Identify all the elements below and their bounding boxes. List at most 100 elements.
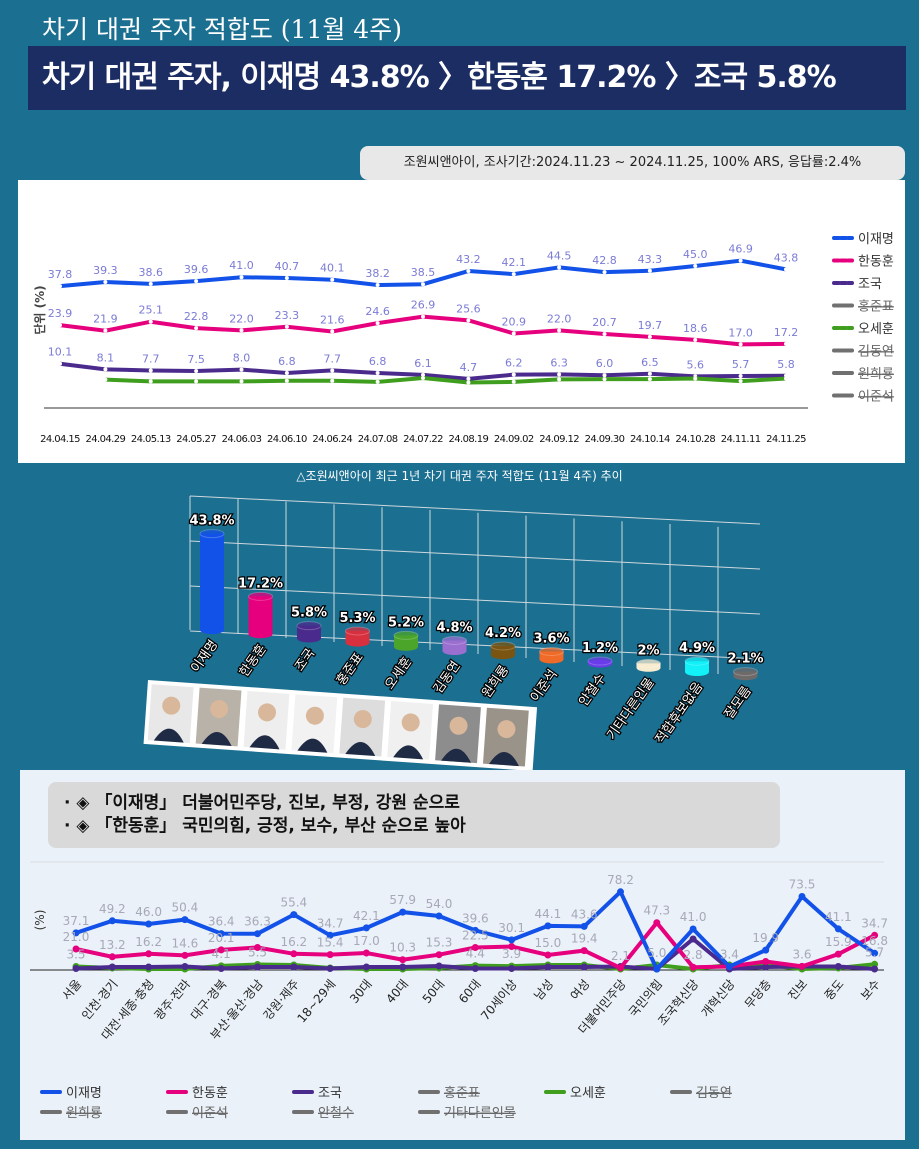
x-tick-label: 24.11.25 — [766, 434, 806, 445]
data-point — [108, 917, 116, 925]
data-point — [362, 963, 370, 971]
data-label: 34.7 — [317, 916, 344, 930]
face-icon — [162, 696, 181, 715]
data-point — [330, 277, 335, 282]
data-label: 3.9 — [502, 947, 521, 961]
data-label: 44.1 — [535, 907, 562, 921]
data-label: 20.7 — [592, 316, 617, 329]
bar-top — [199, 529, 225, 539]
x-tick-label: 중도 — [822, 977, 847, 1003]
data-point — [557, 372, 562, 377]
bar-top — [587, 656, 613, 666]
bar-top — [490, 641, 516, 651]
data-label: 17.2 — [774, 326, 799, 339]
data-label: 3.4 — [720, 948, 739, 962]
data-point — [471, 965, 479, 972]
candidate-photos — [143, 680, 538, 772]
grid-line — [189, 630, 761, 660]
data-point — [580, 947, 588, 955]
data-label: 21.0 — [63, 930, 90, 944]
data-label: 34.7 — [861, 916, 888, 930]
data-label: 38.6 — [139, 266, 164, 279]
data-label: 39.3 — [93, 264, 118, 277]
bar-top — [248, 591, 273, 601]
bar-원희룡 — [491, 645, 515, 656]
data-point — [762, 963, 770, 971]
data-point — [421, 282, 425, 287]
data-point — [181, 963, 189, 970]
data-point — [466, 376, 471, 381]
trend-chart: 단위 (%) 24.04.15 24.04.29 24.05.13 24.05.27 24… — [32, 232, 894, 445]
suit-icon — [201, 731, 232, 746]
x-tick-label: 24.10.14 — [630, 434, 670, 445]
data-point — [653, 965, 661, 973]
bar-base — [297, 634, 321, 643]
data-label: 16.8 — [861, 934, 888, 948]
page-title: 차기 대권 주자 적합도 (11월 4주) — [42, 15, 402, 44]
data-point — [602, 377, 607, 382]
bar-김동연 — [442, 640, 467, 651]
data-point — [239, 367, 244, 372]
data-label: 7.5 — [187, 353, 205, 366]
data-point — [511, 331, 516, 336]
data-label: 10.3 — [389, 941, 416, 955]
note-line: · ◈ 「이재명」 더불어민주당, 진보, 부정, 강원 순으로 — [64, 793, 460, 813]
data-label: 13.2 — [99, 938, 126, 952]
data-label: 17.0 — [728, 326, 753, 339]
bar-top — [636, 658, 661, 668]
data-label: 2.8 — [684, 948, 703, 962]
data-label: 23.3 — [275, 309, 300, 322]
data-label: 37.8 — [48, 268, 73, 281]
data-point — [181, 951, 189, 959]
bar-base — [685, 668, 709, 676]
data-label: 22.0 — [547, 312, 572, 325]
data-label: 43.6 — [571, 907, 598, 921]
series-line-오세훈 — [105, 375, 787, 385]
data-point — [375, 370, 380, 375]
trend-chart-panel: 단위 (%) 24.04.15 24.04.29 24.05.13 24.05.27 24… — [18, 180, 905, 463]
data-label: 18.6 — [683, 322, 708, 335]
breakdown-chart: (%)서울인천·경기대전·세종·충청광주·전라대구·경북부산·울산·경남강원·제… — [30, 861, 888, 1121]
suit-icon — [345, 742, 376, 757]
data-label: 6.5 — [641, 356, 659, 369]
data-label: 41.1 — [825, 910, 852, 924]
data-label: 10.1 — [48, 346, 73, 359]
bar-value-label: 1.2% — [582, 641, 618, 656]
data-label: 5.6 — [687, 358, 705, 371]
data-point — [580, 922, 588, 930]
data-label: 38.2 — [365, 267, 390, 280]
data-point — [647, 268, 652, 273]
data-point — [148, 379, 153, 384]
legend-item: 오세훈 — [858, 322, 894, 337]
legend-item: 이준석 — [858, 390, 894, 405]
data-point — [254, 944, 261, 951]
data-label: 6.8 — [369, 355, 387, 368]
legend-item: 홍준표 — [444, 1086, 480, 1101]
data-point — [148, 368, 153, 373]
data-point — [693, 264, 698, 268]
x-tick-label: 무당층 — [742, 977, 774, 1011]
data-point — [784, 267, 788, 272]
x-tick-label: 70세이상 — [478, 977, 520, 1023]
x-tick-label: 24.06.24 — [312, 434, 352, 445]
grid-line — [189, 540, 761, 570]
data-label: 6.3 — [550, 356, 568, 369]
data-point — [103, 328, 108, 333]
data-label: 43.8 — [774, 251, 799, 264]
data-point — [871, 965, 879, 973]
data-label: 46.0 — [135, 905, 162, 919]
bar-오세훈 — [394, 635, 418, 647]
face-icon — [401, 713, 420, 732]
data-point — [511, 272, 516, 277]
data-point — [58, 323, 62, 328]
bar-value-label: 5.3% — [339, 611, 375, 626]
legend-item: 이재명 — [66, 1086, 102, 1101]
data-point — [466, 269, 471, 274]
data-label: 20.9 — [502, 315, 527, 328]
bar-top — [345, 626, 370, 636]
data-point — [217, 930, 225, 938]
data-label: 5.7 — [732, 358, 750, 371]
data-label: 19.4 — [571, 932, 598, 946]
data-point — [284, 276, 289, 281]
x-tick-label: 30대 — [347, 977, 375, 1006]
